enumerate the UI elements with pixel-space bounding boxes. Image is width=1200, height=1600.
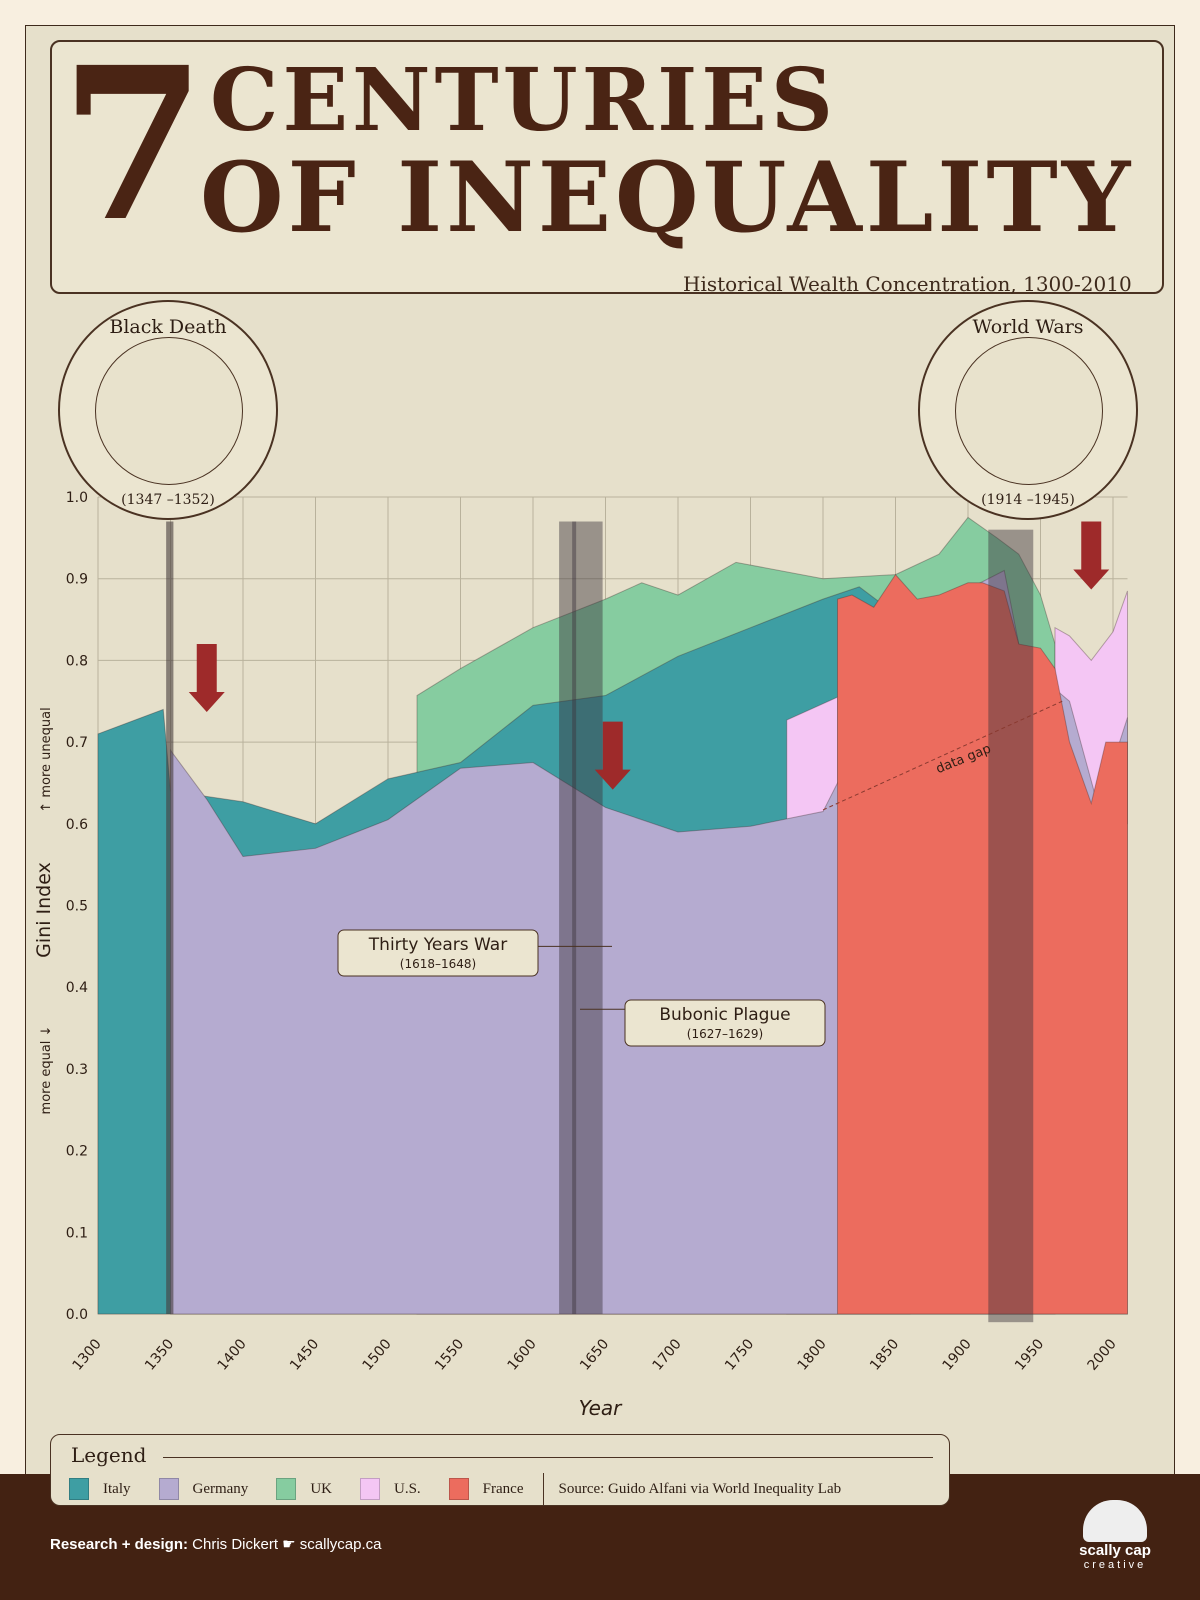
title-number: 7	[60, 21, 207, 268]
legend-swatch	[448, 1478, 469, 1500]
title-banner	[50, 40, 1164, 294]
black-death-medallion: Black Death (1347 –1352)	[58, 300, 278, 520]
x-tick-label: 1350	[142, 1336, 177, 1374]
plague-doctor-icon	[95, 337, 243, 485]
legend-label: France	[482, 1480, 524, 1497]
medallion-dates: (1914 –1945)	[981, 492, 1075, 508]
y-tick-label: 0.6	[66, 817, 88, 833]
legend-label: U.S.	[393, 1480, 421, 1497]
logo-line-2: creative	[1083, 1559, 1147, 1571]
more-equal-label: more equal ↓	[39, 1026, 54, 1115]
y-tick-label: 0.7	[66, 735, 88, 751]
x-tick-label: 1400	[215, 1336, 250, 1374]
legend-label: Italy	[103, 1480, 131, 1497]
bubonic-plague-title: Bubonic Plague	[659, 1005, 790, 1025]
event-band	[166, 521, 174, 1314]
y-tick-label: 0.8	[66, 653, 88, 669]
down-arrow-icon	[1073, 521, 1110, 590]
soldier-icon	[955, 337, 1103, 485]
bubonic-plague-dates: (1627–1629)	[687, 1027, 763, 1041]
title-line-1: CENTURIES	[210, 50, 837, 151]
legend-swatch	[158, 1478, 179, 1500]
title-line-2: OF INEQUALITY	[200, 141, 1135, 254]
y-tick-label: 0.4	[66, 980, 88, 996]
credit: Research + design: Chris Dickert ☛ scall…	[50, 1535, 382, 1553]
site-link[interactable]: scallycap.ca	[299, 1536, 382, 1553]
x-tick-label: 1800	[795, 1336, 830, 1374]
event-band	[572, 521, 577, 1314]
logo-line-1: scally cap	[1079, 1542, 1151, 1559]
legend-item: Italy	[69, 1478, 131, 1500]
legend-item: Germany	[158, 1478, 249, 1500]
down-arrow-icon	[594, 721, 631, 790]
x-tick-label: 1900	[940, 1336, 975, 1374]
legend-swatch	[276, 1478, 297, 1500]
x-tick-label: 1600	[505, 1336, 540, 1374]
credit-label: Research + design:	[50, 1536, 188, 1553]
y-tick-label: 0.1	[66, 1225, 88, 1241]
thirty-years-war-dates: (1618–1648)	[400, 957, 476, 971]
x-tick-label: 1550	[432, 1336, 467, 1374]
event-band	[559, 521, 603, 1314]
legend-item: France	[448, 1478, 524, 1500]
medallion-title: Black Death	[109, 316, 227, 338]
subtitle: Historical Wealth Concentration, 1300-20…	[683, 272, 1132, 296]
legend: Legend Italy Germany UK U.S. France Source: G…	[50, 1434, 950, 1506]
legend-label: UK	[310, 1480, 332, 1497]
x-tick-label: 1850	[867, 1336, 902, 1374]
x-tick-label: 1700	[650, 1336, 685, 1374]
medallion-title: World Wars	[972, 316, 1084, 338]
y-axis-title: Gini Index	[33, 862, 55, 958]
y-tick-label: 0.3	[66, 1062, 88, 1078]
legend-title: Legend	[71, 1443, 147, 1467]
legend-swatch	[359, 1478, 380, 1500]
x-tick-label: 1300	[70, 1336, 105, 1374]
x-tick-label: 2000	[1085, 1336, 1120, 1374]
x-tick-label: 1950	[1012, 1336, 1047, 1374]
scally-cap-logo: scally cap creative	[1075, 1500, 1155, 1571]
y-tick-label: 0.2	[66, 1144, 88, 1160]
y-tick-label: 0.0	[66, 1307, 88, 1323]
data-gap-line	[822, 700, 1063, 811]
source-note: Source: Guido Alfani via World Inequalit…	[558, 1480, 842, 1497]
legend-item: UK	[276, 1478, 332, 1500]
world-wars-medallion: World Wars (1914 –1945)	[918, 300, 1138, 520]
pointing-hand-icon: ☛	[282, 1536, 296, 1553]
medallion-dates: (1347 –1352)	[121, 492, 215, 508]
cap-icon	[1083, 1500, 1147, 1542]
legend-swatch	[69, 1478, 89, 1500]
x-tick-label: 1450	[287, 1336, 322, 1374]
y-tick-label: 0.5	[66, 899, 88, 915]
x-tick-label: 1650	[577, 1336, 612, 1374]
bubonic-plague-box	[624, 999, 826, 1047]
credit-name: Chris Dickert	[192, 1536, 278, 1553]
event-band	[988, 529, 1034, 1323]
thirty-years-war-title: Thirty Years War	[368, 935, 507, 955]
y-tick-label: 1.0	[66, 490, 88, 506]
y-tick-label: 0.9	[66, 572, 88, 588]
chart: 1300 1350 1400 1450 1500 1550 1600 1650 1700 1750…	[33, 490, 1128, 1420]
x-axis-title: Year	[579, 1396, 624, 1420]
legend-label: Germany	[192, 1480, 249, 1497]
down-arrow-icon	[188, 644, 225, 713]
legend-item: U.S.	[359, 1478, 421, 1500]
area-france	[837, 573, 1128, 1315]
more-unequal-label: ↑ more unequal	[39, 707, 54, 812]
thirty-years-war-box	[337, 929, 539, 977]
x-tick-label: 1500	[360, 1336, 395, 1374]
x-tick-label: 1750	[722, 1336, 757, 1374]
